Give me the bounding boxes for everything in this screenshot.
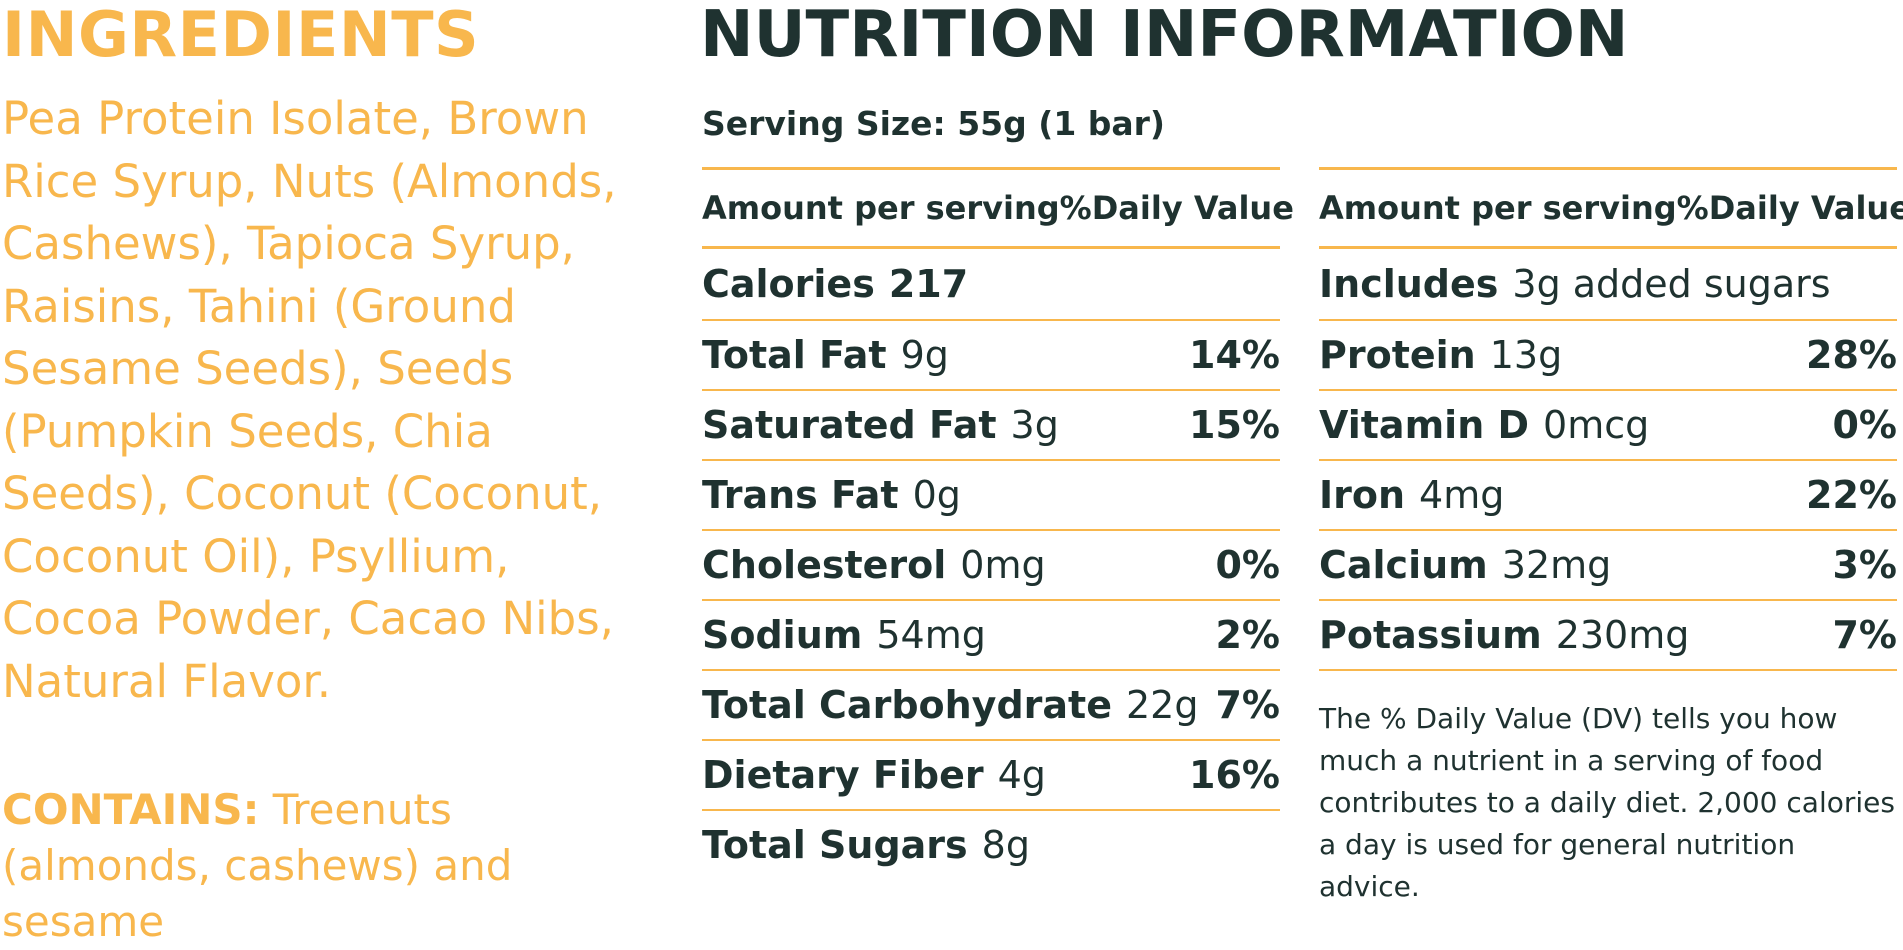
- header-amount-per-serving: Amount per serving: [702, 189, 1060, 227]
- nutrient-amount: 0g: [912, 473, 961, 517]
- nutrient-daily-value: 22%: [1806, 473, 1897, 517]
- nutrient-amount: 32mg: [1501, 543, 1612, 587]
- ingredients-title: INGREDIENTS: [2, 0, 480, 71]
- nutrient-daily-value: 0%: [1832, 403, 1897, 447]
- ingredients-list: Pea Protein Isolate, Brown Rice Syrup, N…: [2, 92, 617, 708]
- nutrient-amount: 217: [888, 262, 969, 306]
- header-daily-value: %Daily Value: [1059, 189, 1294, 227]
- nutrient-row-iron: Iron 4mg 22%: [1319, 461, 1897, 531]
- nutrient-name: Dietary Fiber: [702, 753, 984, 797]
- nutrient-name: Total Carbohydrate: [702, 683, 1112, 727]
- nutrient-name: Saturated Fat: [702, 403, 997, 447]
- nutrient-amount: 3g added sugars: [1512, 262, 1831, 306]
- nutrition-table-left: Amount per serving %Daily Value Calories…: [702, 167, 1294, 879]
- nutrient-row-total-carbohydrate: Total Carbohydrate 22g 7%: [702, 671, 1280, 741]
- nutrient-amount: 4g: [997, 753, 1046, 797]
- nutrient-name: Cholesterol: [702, 543, 947, 587]
- nutrient-name: Total Sugars: [702, 823, 968, 867]
- nutrient-row-cholesterol: Cholesterol 0mg 0%: [702, 531, 1280, 601]
- nutrient-amount: 54mg: [876, 613, 986, 657]
- nutrient-daily-value: 2%: [1215, 613, 1280, 657]
- nutrient-row-trans-fat: Trans Fat 0g: [702, 461, 1280, 531]
- nutrient-amount: 22g: [1125, 683, 1199, 727]
- nutrient-name: Vitamin D: [1319, 403, 1530, 447]
- nutrient-row-sodium: Sodium 54mg 2%: [702, 601, 1280, 671]
- table-header: Amount per serving %Daily Value: [1319, 170, 1903, 249]
- nutrient-amount: 4mg: [1419, 473, 1505, 517]
- nutrient-daily-value: 14%: [1189, 333, 1280, 377]
- nutrient-name: Protein: [1319, 333, 1476, 377]
- nutrient-row-total-fat: Total Fat 9g 14%: [702, 321, 1280, 391]
- nutrient-amount: 9g: [900, 333, 949, 377]
- nutrient-name: Potassium: [1319, 613, 1542, 657]
- nutrient-daily-value: 7%: [1215, 683, 1280, 727]
- nutrient-name: Calcium: [1319, 543, 1488, 587]
- nutrient-amount: 13g: [1489, 333, 1563, 377]
- nutrient-row-vitamin-d: Vitamin D 0mcg 0%: [1319, 391, 1897, 461]
- nutrient-daily-value: 3%: [1832, 543, 1897, 587]
- nutrient-amount: 3g: [1010, 403, 1059, 447]
- daily-value-footnote: The % Daily Value (DV) tells you how muc…: [1319, 702, 1895, 903]
- nutrient-amount: 230mg: [1555, 613, 1690, 657]
- nutrient-row-saturated-fat: Saturated Fat 3g 15%: [702, 391, 1280, 461]
- nutrient-daily-value: 15%: [1189, 403, 1280, 447]
- header-amount-per-serving: Amount per serving: [1319, 189, 1677, 227]
- nutrient-row-calories: Calories 217: [702, 249, 1280, 321]
- nutrient-row-protein: Protein 13g 28%: [1319, 321, 1897, 391]
- nutrient-row-dietary-fiber: Dietary Fiber 4g 16%: [702, 741, 1280, 811]
- nutrient-daily-value: 0%: [1215, 543, 1280, 587]
- nutrient-name: Calories: [702, 262, 875, 306]
- nutrition-title: NUTRITION INFORMATION: [700, 0, 1629, 72]
- nutrient-name: Iron: [1319, 473, 1406, 517]
- nutrient-daily-value: 16%: [1189, 753, 1280, 797]
- nutrient-amount: 0mg: [960, 543, 1046, 587]
- header-daily-value: %Daily Value: [1676, 189, 1903, 227]
- table-header: Amount per serving %Daily Value: [702, 170, 1294, 249]
- serving-size: Serving Size: 55g (1 bar): [702, 104, 1166, 143]
- nutrient-name: Trans Fat: [702, 473, 899, 517]
- nutrient-row-potassium: Potassium 230mg 7%: [1319, 601, 1897, 671]
- nutrient-name: Total Fat: [702, 333, 887, 377]
- nutrient-row-added-sugars: Includes 3g added sugars: [1319, 249, 1897, 321]
- nutrient-name: Sodium: [702, 613, 863, 657]
- allergen-statement: CONTAINS: Treenuts (almonds, cashews) an…: [2, 782, 652, 950]
- nutrient-row-total-sugars: Total Sugars 8g: [702, 811, 1280, 879]
- nutrient-amount: 0mcg: [1543, 403, 1650, 447]
- nutrition-table-right: Amount per serving %Daily Value Includes…: [1319, 167, 1903, 671]
- contains-label: CONTAINS:: [2, 785, 260, 834]
- nutrient-daily-value: 28%: [1806, 333, 1897, 377]
- nutrient-name: Includes: [1319, 262, 1499, 306]
- nutrient-row-calcium: Calcium 32mg 3%: [1319, 531, 1897, 601]
- nutrient-daily-value: 7%: [1832, 613, 1897, 657]
- nutrient-amount: 8g: [981, 823, 1030, 867]
